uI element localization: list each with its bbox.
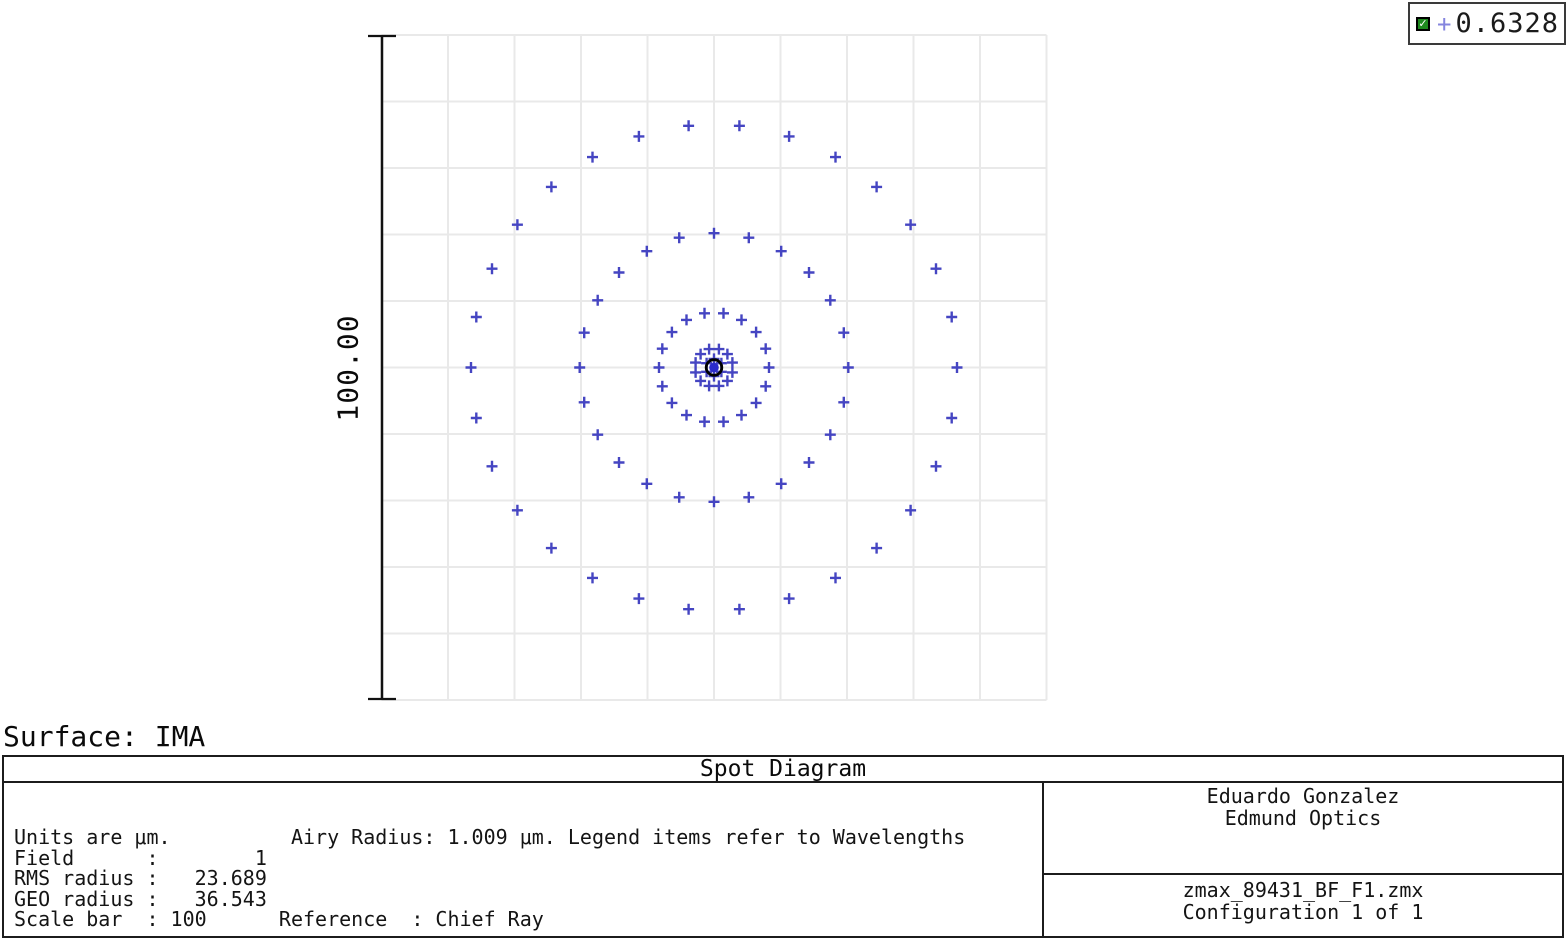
check-icon: ✓ (1418, 17, 1428, 30)
info-line-geo-radius: GEO radius : 36.543 (14, 886, 267, 911)
title-block: Spot Diagram Units are μm. Airy Radius: … (2, 755, 1564, 938)
info-line-scale-bar: Scale bar : 100 Reference : Chief Ray (14, 907, 544, 932)
info-line-units: Units are μm. Airy Radius: 1.009 μm. Leg… (14, 825, 966, 849)
airy-disk-circle (704, 358, 724, 377)
info-lines: Units are μm. Airy Radius: 1.009 μm. Leg… (14, 827, 965, 930)
configuration-label: Configuration 1 of 1 (1182, 899, 1424, 924)
scale-bar-label: 100.00 (331, 314, 365, 422)
author-company: Edmund Optics (1224, 805, 1382, 830)
right-panel: Eduardo Gonzalez Edmund Optics zmax_8943… (1042, 783, 1562, 936)
wavelength-checkbox-icon[interactable]: ✓ (1416, 16, 1430, 31)
surface-label: Surface: IMA (3, 720, 206, 753)
author-block: Eduardo Gonzalez Edmund Optics (1044, 783, 1562, 875)
spot-markers (465, 120, 963, 615)
title-row: Spot Diagram (4, 757, 1562, 783)
legend-box: ✓ + 0.6328 (1408, 2, 1566, 45)
legend-marker-icon: + (1437, 9, 1452, 38)
info-line-rms-radius: RMS radius : 23.689 (14, 866, 267, 891)
spot-diagram-plot (368, 34, 1048, 701)
plot-title: Spot Diagram (699, 756, 867, 782)
file-block: zmax_89431_BF_F1.zmx Configuration 1 of … (1044, 875, 1562, 923)
plot-grid (380, 34, 1048, 701)
chief-ray-dot (709, 362, 719, 373)
scale-bar (368, 34, 396, 701)
info-line-field: Field : 1 (14, 845, 267, 870)
author-name: Eduardo Gonzalez (1206, 784, 1400, 808)
lens-file-name: zmax_89431_BF_F1.zmx (1182, 878, 1424, 902)
wavelength-value: 0.6328 (1455, 8, 1559, 39)
